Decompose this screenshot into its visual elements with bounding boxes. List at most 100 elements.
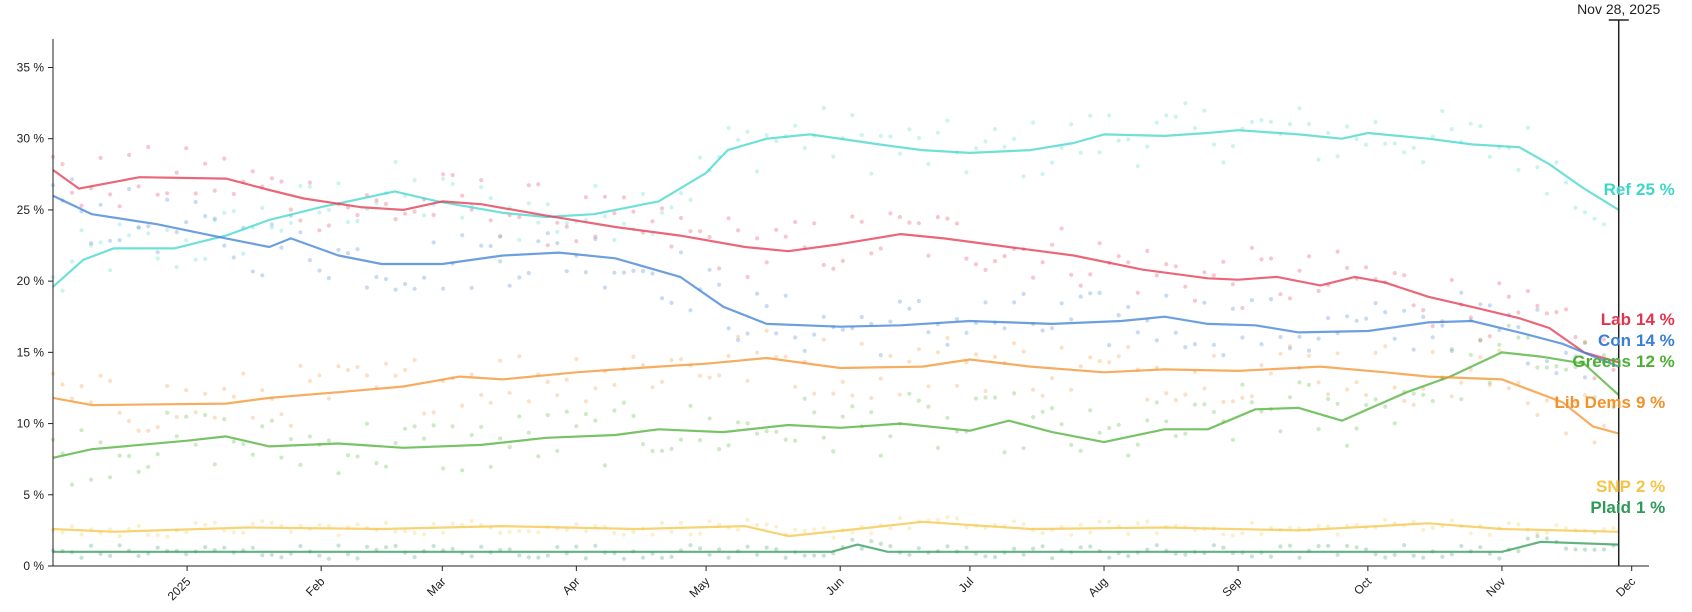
poll-dot-greens (98, 440, 103, 445)
poll-dot-lib-dems (593, 386, 598, 391)
poll-dot-lib-dems (184, 388, 189, 393)
poll-dot-con (859, 314, 864, 320)
trend-line-greens[interactable] (52, 351, 1620, 459)
poll-dot-greens (831, 449, 836, 454)
poll-dot-con (488, 243, 493, 249)
poll-dot-con (583, 270, 589, 275)
poll-dot-ref (307, 184, 312, 189)
poll-dot-greens (1040, 409, 1045, 414)
poll-dot-con (1192, 342, 1197, 347)
poll-dot-lab (688, 229, 693, 234)
poll-dot-ref (98, 240, 103, 245)
trend-line-con[interactable] (52, 194, 1620, 368)
poll-dot-ref (1088, 113, 1093, 118)
poll-dot-lib-dems (1573, 399, 1578, 404)
poll-dot-greens (1506, 323, 1511, 328)
poll-dot-lab (1240, 305, 1245, 311)
poll-dot-lab (954, 221, 960, 226)
poll-dot-ref (878, 133, 883, 138)
poll-dot-greens (127, 453, 132, 459)
poll-dot-lab (1573, 334, 1578, 340)
poll-dot-con (193, 199, 198, 205)
poll-dot-snp (203, 522, 208, 527)
current-date-marker[interactable]: Nov 28, 2025 (1577, 1, 1661, 566)
poll-dot-lib-dems (850, 393, 855, 398)
poll-dot-ref (583, 217, 589, 222)
poll-dot-lab (1544, 311, 1549, 316)
poll-dot-greens (250, 452, 255, 457)
poll-dot-lib-dems (1145, 397, 1150, 402)
poll-dot-lib-dems (878, 376, 883, 381)
x-tick-label: Jul (956, 574, 977, 595)
poll-dot-lib-dems (907, 359, 912, 364)
poll-dot-snp (612, 530, 617, 536)
poll-dot-snp (954, 516, 960, 521)
trend-line-ref[interactable] (52, 129, 1620, 288)
poll-dot-ref (1563, 180, 1569, 185)
poll-dot-lib-dems (1601, 423, 1607, 428)
poll-dot-plaid (450, 546, 455, 551)
series-name-ref: Ref (1604, 180, 1632, 199)
poll-dot-lib-dems (364, 373, 370, 378)
poll-dot-lib-dems (1345, 387, 1350, 392)
poll-dot-plaid (698, 546, 703, 551)
poll-dots-layer (50, 101, 1616, 562)
poll-dot-snp (507, 529, 512, 534)
poll-dot-plaid (717, 547, 722, 552)
poll-dot-greens (1240, 382, 1245, 387)
poll-dot-greens (1287, 395, 1293, 400)
poll-dot-ref (774, 138, 779, 144)
poll-dot-greens (1059, 422, 1064, 427)
poll-dot-plaid (279, 555, 284, 560)
poll-dot-plaid (1287, 543, 1293, 548)
poll-dot-lib-dems (136, 428, 141, 433)
poll-dot-con (1240, 335, 1245, 340)
y-tick-label: 0 % (23, 559, 44, 573)
poll-dot-con (174, 230, 179, 235)
y-ticks: 0 % 5 % 10 % 15 % 20 % 25 % 30 % 35 % (17, 60, 53, 573)
poll-dot-greens (479, 424, 484, 429)
trend-line-lib-dems[interactable] (52, 356, 1619, 435)
poll-dot-con (355, 247, 360, 252)
x-tick-label: Feb (303, 574, 328, 599)
poll-dot-lib-dems (355, 364, 360, 370)
poll-dot-snp (698, 531, 703, 536)
poll-dot-snp (1487, 532, 1492, 538)
poll-dot-con (336, 247, 341, 252)
trend-line-snp[interactable] (52, 520, 1619, 538)
poll-dot-con (612, 270, 617, 275)
poll-dot-con (1059, 301, 1064, 306)
poll-dot-con (98, 202, 103, 207)
poll-dot-con (1573, 354, 1578, 359)
poll-dot-snp (184, 530, 189, 535)
poll-dot-con (1002, 326, 1007, 331)
poll-dot-lib-dems (203, 391, 208, 396)
poll-dot-plaid (345, 552, 351, 557)
poll-dot-lab (555, 220, 560, 225)
poll-dot-plaid (1392, 552, 1397, 558)
poll-dot-lib-dems (469, 372, 474, 377)
trend-line-plaid[interactable] (53, 540, 1619, 553)
poll-dot-plaid (850, 537, 855, 542)
trend-line-lab[interactable] (52, 169, 1620, 364)
poll-dot-lib-dems (1592, 440, 1597, 445)
poll-dot-con (1097, 290, 1102, 295)
poll-dot-con (326, 276, 331, 281)
poll-dot-con (650, 271, 655, 276)
poll-dot-con (383, 276, 389, 282)
poll-dot-snp (812, 527, 817, 532)
poll-dot-lib-dems (222, 386, 227, 391)
poll-dot-plaid (1535, 534, 1540, 539)
poll-dot-greens (1164, 419, 1169, 424)
poll-dot-lab (1611, 367, 1616, 372)
poll-dot-snp (79, 532, 84, 537)
poll-dot-lib-dems (745, 378, 750, 383)
poll-dot-con (117, 238, 122, 243)
poll-dot-con (364, 285, 370, 290)
poll-dot-lab (174, 170, 179, 175)
poll-dot-lab (479, 178, 484, 183)
poll-dot-con (1402, 308, 1407, 313)
poll-dot-greens (222, 417, 227, 422)
series-name-plaid: Plaid (1590, 498, 1631, 517)
poll-dot-greens (1544, 365, 1549, 370)
